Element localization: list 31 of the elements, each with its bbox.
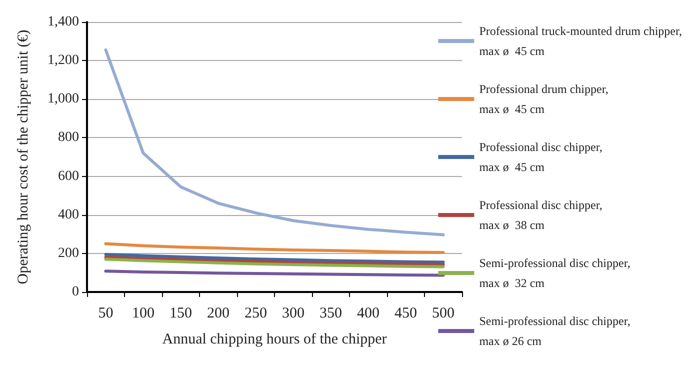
x-tick-label: 100 bbox=[132, 306, 154, 322]
line-series bbox=[104, 242, 445, 254]
x-tick-label: 250 bbox=[244, 306, 267, 322]
y-tick-label: 1,400 bbox=[48, 14, 79, 30]
x-tick-label: 350 bbox=[320, 306, 342, 322]
legend-label: Professional drum chipper, max ø 45 cm bbox=[479, 82, 608, 116]
legend-label: Professional truck-mounted drum chipper, max ø 45 cm bbox=[479, 24, 682, 58]
x-tick-label: 300 bbox=[282, 306, 304, 322]
x-tick-label: 500 bbox=[432, 306, 454, 322]
legend-label: Professional disc chipper, max ø 38 cm bbox=[479, 198, 602, 232]
x-tick-label: 200 bbox=[207, 306, 230, 322]
legend-label: Semi-professional disc chipper, max ø 26 cm bbox=[479, 314, 630, 348]
y-tick-label: 1,000 bbox=[48, 92, 79, 107]
x-tick-label: 400 bbox=[357, 306, 380, 322]
y-tick-label: 200 bbox=[58, 246, 79, 261]
x-tick-label: 450 bbox=[394, 306, 417, 322]
y-tick-label: 1,200 bbox=[48, 53, 79, 68]
y-tick-label: 600 bbox=[58, 168, 79, 184]
x-tick-label: 50 bbox=[98, 306, 114, 322]
line-series bbox=[104, 258, 445, 268]
legend-label: Professional disc chipper, max ø 45 cm bbox=[479, 140, 602, 174]
line-series bbox=[104, 256, 445, 266]
y-axis-title: Operating hour cost of the chipper unit (€) bbox=[16, 30, 32, 284]
legend-label: Semi-professional disc chipper, max ø 32 cm bbox=[479, 256, 630, 290]
x-axis-title: Annual chipping hours of the chipper bbox=[162, 332, 387, 348]
y-tick-label: 0 bbox=[72, 284, 79, 300]
y-tick-label: 800 bbox=[58, 130, 79, 146]
line-series bbox=[104, 252, 445, 264]
line-series bbox=[104, 48, 445, 236]
y-tick-label: 400 bbox=[58, 207, 79, 222]
x-tick-label: 150 bbox=[170, 306, 192, 322]
